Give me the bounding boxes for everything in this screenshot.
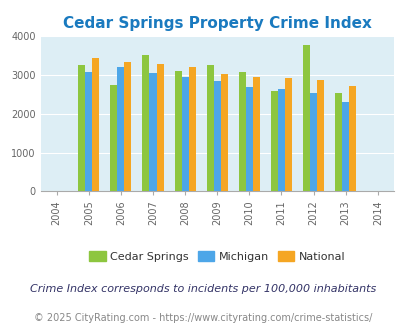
- Bar: [181, 78, 188, 191]
- Bar: [270, 91, 277, 191]
- Text: © 2025 CityRating.com - https://www.cityrating.com/crime-statistics/: © 2025 CityRating.com - https://www.city…: [34, 313, 371, 323]
- Bar: [220, 74, 227, 191]
- Title: Cedar Springs Property Crime Index: Cedar Springs Property Crime Index: [63, 16, 371, 31]
- Bar: [277, 89, 284, 191]
- Bar: [85, 72, 92, 191]
- Bar: [124, 61, 131, 191]
- Legend: Cedar Springs, Michigan, National: Cedar Springs, Michigan, National: [84, 247, 349, 266]
- Bar: [206, 65, 213, 191]
- Text: Crime Index corresponds to incidents per 100,000 inhabitants: Crime Index corresponds to incidents per…: [30, 284, 375, 294]
- Bar: [117, 67, 124, 191]
- Bar: [78, 65, 85, 191]
- Bar: [284, 78, 291, 191]
- Bar: [142, 55, 149, 191]
- Bar: [245, 87, 252, 191]
- Bar: [92, 58, 99, 191]
- Bar: [188, 67, 195, 191]
- Bar: [302, 45, 309, 191]
- Bar: [348, 85, 355, 191]
- Bar: [334, 93, 341, 191]
- Bar: [309, 93, 316, 191]
- Bar: [174, 71, 181, 191]
- Bar: [316, 80, 323, 191]
- Bar: [341, 102, 348, 191]
- Bar: [252, 77, 259, 191]
- Bar: [149, 73, 156, 191]
- Bar: [110, 85, 117, 191]
- Bar: [238, 72, 245, 191]
- Bar: [156, 64, 163, 191]
- Bar: [213, 81, 220, 191]
